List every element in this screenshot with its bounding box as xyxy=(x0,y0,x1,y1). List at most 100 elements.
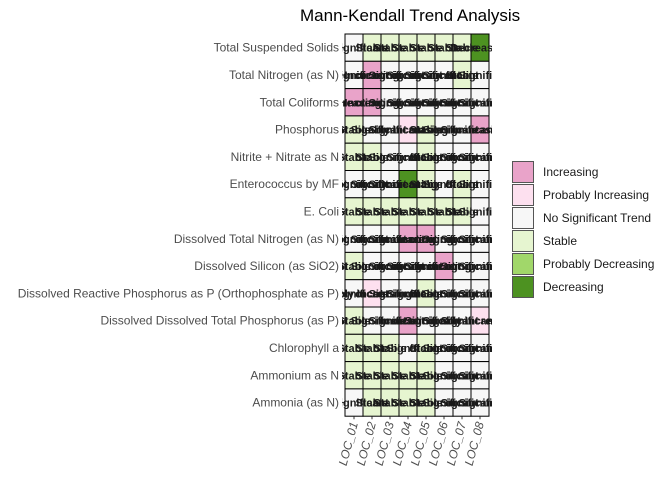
cell-label: ably Increasing xyxy=(332,288,412,300)
cell-label: Increasing xyxy=(344,70,399,82)
cell-label: ot Significant xyxy=(355,125,425,137)
cell-label: ot Significant xyxy=(427,398,497,410)
cell-label: ot Significant xyxy=(355,316,425,328)
cell-label: Stable xyxy=(409,125,442,137)
cell-label: ot Significant xyxy=(337,179,407,191)
cell-label: Stable xyxy=(337,125,370,137)
cell-label: ot Significant xyxy=(337,234,407,246)
cell-label: ot Significant xyxy=(445,97,515,109)
cell-label: Stable xyxy=(391,398,424,410)
cell-label: ot Significant xyxy=(373,261,443,273)
heatmap-cells xyxy=(344,33,490,417)
cell-label: ot Significant xyxy=(427,152,497,164)
cell-label: ot Significant xyxy=(409,97,479,109)
cell-label: Decreasing xyxy=(450,43,509,55)
cell-label: Increasing xyxy=(452,125,507,137)
cell-label: ot Significant xyxy=(319,179,389,191)
cell-label: ot Significant xyxy=(427,288,497,300)
cell-label: ot Significant xyxy=(427,261,497,273)
cell-label: Stable xyxy=(355,343,388,355)
cell-label: Stable xyxy=(337,316,370,328)
cell-label: Stable xyxy=(409,152,442,164)
cell-label: Stable xyxy=(445,179,478,191)
cell-label: ot Significant xyxy=(337,261,407,273)
y-axis-label: Dissolved Total Nitrogen (as N) xyxy=(174,232,339,246)
cell-label: Stable xyxy=(409,398,442,410)
cell-label: ot Significant xyxy=(427,343,497,355)
legend-label: Probably Decreasing xyxy=(543,256,655,271)
cell-label: ot Significant xyxy=(355,97,425,109)
legend-swatch xyxy=(512,275,534,298)
cell-label: ot Significant xyxy=(409,179,479,191)
cell-label: ot Significant xyxy=(445,206,515,218)
cell-label: Stable xyxy=(427,206,460,218)
chart-title: Mann-Kendall Trend Analysis xyxy=(300,6,521,25)
cell-label: Stable xyxy=(409,206,442,218)
cell-label: Stable xyxy=(355,206,388,218)
y-axis-label: Ammonium as N xyxy=(250,368,339,382)
cell-label: ot Significant xyxy=(319,70,389,82)
y-axis-labels: Total Suspended Solids Total Nitrogen (as… xyxy=(18,41,340,410)
cell-label: ot Significant xyxy=(427,370,497,382)
cell-label: Stable xyxy=(373,398,406,410)
cell-label: Stable xyxy=(337,152,370,164)
cell-label: Stable xyxy=(391,43,424,55)
cell-label: ot Significant xyxy=(427,125,497,137)
legend-swatch xyxy=(512,252,534,275)
cell-label: Increasing xyxy=(380,316,435,328)
cell-label: Stable xyxy=(373,370,406,382)
legend-item: Decreasing xyxy=(512,275,654,298)
cell-label: ot Significant xyxy=(409,70,479,82)
cell-label: Stable xyxy=(373,43,406,55)
cell-label: Increasing xyxy=(380,234,435,246)
cell-label: ot Significant xyxy=(409,316,479,328)
cell-label: Stable xyxy=(337,261,370,273)
y-axis-label: Phosphorus xyxy=(275,123,339,137)
cell-label: ot Significant xyxy=(409,343,479,355)
cell-label: ot Significant xyxy=(319,288,389,300)
legend-item: Probably Decreasing xyxy=(512,252,654,275)
cell-label: ot Significant xyxy=(373,70,443,82)
cell-label: ot Significant xyxy=(445,234,515,246)
cell-label: ot Significant xyxy=(355,179,425,191)
cell-label: Increasing xyxy=(326,97,381,109)
cell-label: Stable xyxy=(409,43,442,55)
y-axis-label: Dissolved Silicon (as SiO2) xyxy=(194,259,339,273)
cell-label: ot Significant xyxy=(445,343,515,355)
cell-label: ot Significant xyxy=(445,370,515,382)
cell-label: ably Increasing xyxy=(368,125,448,137)
legend-swatch xyxy=(512,229,534,252)
cell-label: Stable xyxy=(391,206,424,218)
cell-label: Stable xyxy=(337,206,370,218)
cell-label: ot Significant xyxy=(355,152,425,164)
legend-item: Stable xyxy=(512,229,654,252)
cell-label: Stable xyxy=(337,343,370,355)
legend-item: Increasing xyxy=(512,160,654,183)
cell-label: ot Significant xyxy=(409,398,479,410)
y-axis-label: Total Coliforms xyxy=(260,95,339,109)
cell-label: Stable xyxy=(445,70,478,82)
cell-label: Decreasing xyxy=(378,179,437,191)
cell-label: ot Significant xyxy=(445,70,515,82)
cell-label: ot Significant xyxy=(391,70,461,82)
cell-label: ot Significant xyxy=(319,398,389,410)
cell-label: Increasing xyxy=(344,97,399,109)
cell-label: ot Significant xyxy=(445,398,515,410)
cell-label: ot Significant xyxy=(355,261,425,273)
cell-label: ot Significant xyxy=(391,97,461,109)
cell-label: Stable xyxy=(373,343,406,355)
cell-label: ot Significant xyxy=(391,316,461,328)
cell-label: ot Significant xyxy=(355,70,425,82)
cell-label: ot Significant xyxy=(373,288,443,300)
y-axis-label: Dissolved Dissolved Total Phosphorus (as… xyxy=(100,314,339,328)
x-axis-ticks xyxy=(353,416,481,420)
heatmap-cell xyxy=(470,388,490,417)
cell-label: Stable xyxy=(355,398,388,410)
legend-label: Decreasing xyxy=(543,279,604,294)
cell-label: Stable xyxy=(409,288,442,300)
cell-label: ot Significant xyxy=(427,97,497,109)
legend-swatch xyxy=(512,183,534,206)
cell-label: ot Significant xyxy=(373,97,443,109)
cell-label: Stable xyxy=(355,43,388,55)
